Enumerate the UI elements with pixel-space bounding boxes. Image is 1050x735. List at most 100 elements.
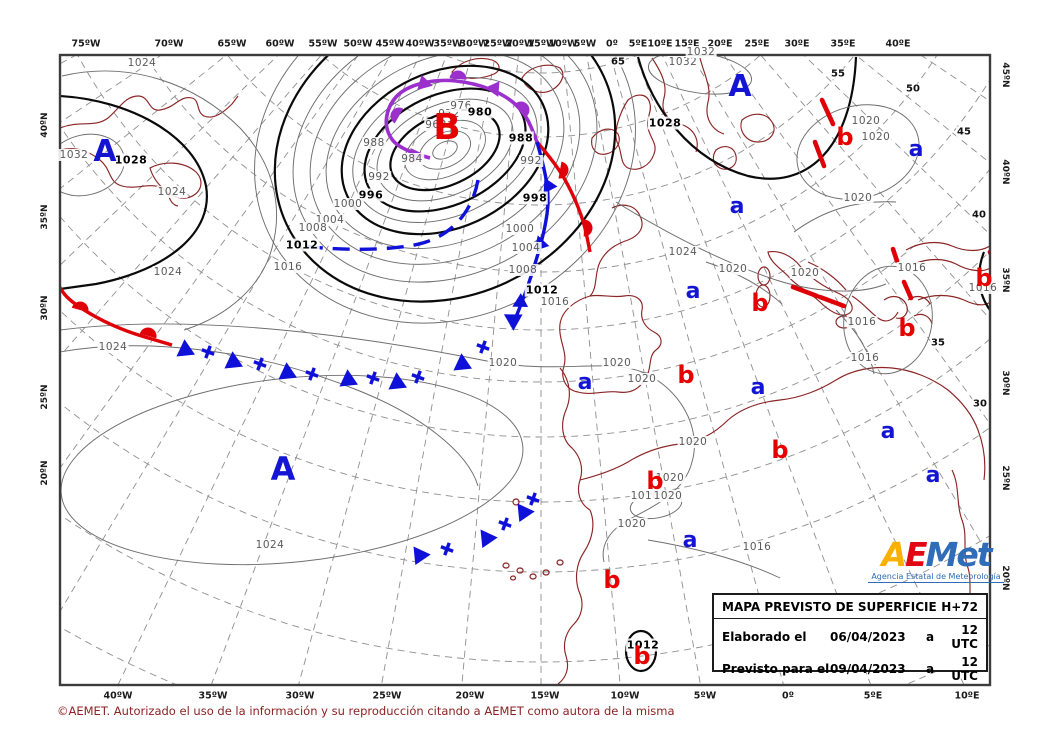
low-pressure-center: b: [603, 566, 621, 594]
longitude-label-top: 15ºE: [674, 38, 700, 50]
warm-front-semicircle-marker: [583, 219, 593, 237]
pressure-value-label: 1020: [717, 263, 749, 275]
coastline: [502, 562, 510, 569]
low-pressure-center: b: [677, 361, 695, 389]
pressure-value-label: 968: [424, 119, 448, 131]
occl-front-triangle-marker: [485, 81, 500, 97]
isobar-1000: [325, 56, 565, 249]
meridian-line: [298, 56, 472, 684]
pressure-value-label: 1012: [284, 238, 320, 252]
instability-cross-marker: [305, 367, 319, 381]
meridian-line: [662, 56, 965, 684]
latitude-label-left: 35ºN: [40, 204, 50, 230]
pressure-value-label: 984: [400, 153, 424, 165]
aemet-logo-wordmark: AEMet: [868, 538, 1004, 571]
pressure-value-label: 1020: [789, 267, 821, 279]
occl-front-semicircle-marker: [390, 107, 404, 124]
pressure-value-label: 1028: [113, 153, 149, 167]
isobar-1016: [647, 539, 781, 579]
occl-front-semicircle-marker: [515, 101, 530, 117]
trough-line-blue: [302, 179, 480, 251]
coastline: [542, 569, 550, 576]
valid-time: 12 UTC: [951, 655, 978, 683]
pressure-value-label: 988: [362, 137, 386, 149]
cold-front-triangle-marker: [512, 293, 529, 308]
longitude-label-top: 35ºE: [830, 38, 856, 50]
longitude-label-top: 5ºW: [573, 38, 597, 50]
longitude-label-top: 45ºW: [375, 38, 405, 50]
longitude-label-top: 35ºW: [433, 38, 463, 50]
trough-line-red: [790, 284, 820, 299]
latitude-label-inline: 55: [830, 68, 846, 80]
instability-triangle-marker: [224, 351, 243, 369]
pressure-value-label: 992: [519, 155, 543, 167]
instability-cross-marker: [476, 340, 490, 354]
pressure-value-label: 1024: [156, 186, 188, 198]
elaborated-label: Elaborado el: [722, 630, 807, 644]
longitude-label-top: 25ºE: [744, 38, 770, 50]
legend-title: MAPA PREVISTO DE SUPERFICIE: [722, 600, 937, 614]
latitude-label-right: 30ºN: [1000, 370, 1010, 396]
instability-triangle-marker: [176, 339, 195, 357]
pressure-value-label: 1016: [846, 316, 878, 328]
trough-line-red: [890, 246, 900, 264]
pressure-value-label: 1028: [647, 116, 683, 130]
low-pressure-center: b: [975, 264, 993, 292]
coastline: [712, 146, 737, 170]
pressure-value-label: 1020: [487, 357, 519, 369]
low-pressure-center: b: [898, 314, 916, 342]
instability-triangle-marker: [278, 362, 297, 380]
pressure-value-label: 1032: [667, 56, 699, 68]
low-pressure-center: B: [433, 107, 461, 148]
instability-cross-marker: [411, 370, 425, 384]
latitude-label-inline: 40: [971, 209, 987, 221]
meridian-line: [61, 56, 391, 611]
coastline: [767, 251, 853, 316]
latitude-label-right: 40ºN: [1000, 159, 1010, 185]
occl-front-triangle-marker: [417, 74, 433, 90]
latitude-label-inline: 35: [930, 337, 946, 349]
instability-triangle-marker: [480, 529, 498, 548]
longitude-label-top: 20ºW: [505, 38, 535, 50]
pressure-value-label: 992: [367, 171, 391, 183]
pressure-value-label: 1016: [539, 296, 571, 308]
valid-label: Previsto para el: [722, 662, 830, 676]
aemet-logo: AEMet Agencia Estatal de Meteorología: [868, 538, 1004, 583]
longitude-label-top: 60ºW: [265, 38, 295, 50]
meridian-line: [117, 56, 420, 684]
logo-letter: A: [881, 535, 907, 574]
latitude-label-right: 45ºN: [1000, 62, 1010, 88]
parallel-line: [77, 56, 989, 331]
longitude-label-bottom: 10ºW: [610, 690, 640, 702]
elaborated-date: 06/04/2023: [830, 630, 906, 644]
high-pressure-center: a: [729, 194, 745, 219]
high-pressure-center: A: [93, 134, 117, 169]
latitude-label-right: 35ºN: [1000, 267, 1010, 293]
longitude-label-bottom: 5ºW: [693, 690, 717, 702]
occl-front-semicircle-marker: [449, 70, 467, 80]
latitude-label-left: 25ºN: [40, 384, 50, 410]
low-pressure-center: b: [646, 467, 664, 495]
longitude-label-top: 70ºW: [154, 38, 184, 50]
longitude-label-bottom: 40ºW: [103, 690, 133, 702]
coastline: [451, 57, 500, 79]
latitude-label-left: 30ºN: [40, 295, 50, 321]
instability-cross-marker: [201, 345, 215, 359]
instability-triangle-marker: [517, 503, 535, 522]
coastline: [529, 573, 537, 580]
coastline: [557, 509, 594, 684]
pressure-value-label: 988: [507, 131, 535, 145]
pressure-value-label: 1032: [685, 46, 717, 58]
high-pressure-center: A: [270, 450, 296, 488]
pressure-value-label: 1032: [58, 149, 90, 161]
parallel-line: [61, 514, 989, 663]
parallel-line: [445, 56, 637, 74]
instability-cross-marker: [440, 542, 454, 556]
pressure-value-label: 1016: [967, 282, 999, 294]
longitude-label-bottom: 5ºE: [863, 690, 883, 702]
meridian-line: [461, 56, 519, 684]
high-pressure-center: a: [908, 137, 924, 162]
isobar-992: [352, 77, 538, 223]
longitude-label-top: 50ºW: [343, 38, 373, 50]
coastline: [917, 294, 989, 306]
